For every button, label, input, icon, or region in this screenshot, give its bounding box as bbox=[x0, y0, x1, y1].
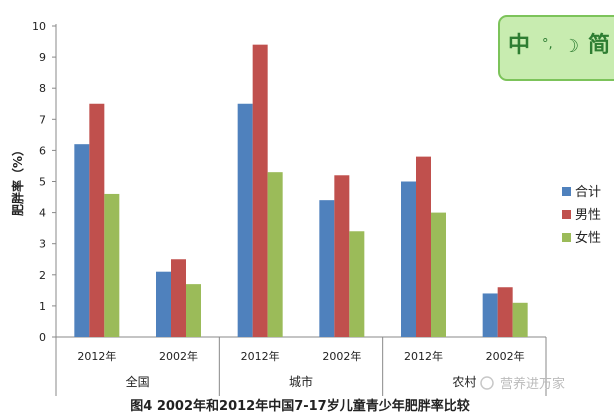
ime-toolbar-bg bbox=[498, 15, 614, 81]
bar-女性-1 bbox=[186, 284, 201, 337]
bar-女性-2 bbox=[267, 172, 283, 337]
y-tick-label: 1 bbox=[39, 300, 46, 313]
category-label: 2012年 bbox=[404, 349, 443, 363]
bar-男性-3 bbox=[334, 175, 350, 337]
category-label: 2012年 bbox=[77, 349, 116, 363]
y-tick-label: 10 bbox=[32, 20, 46, 33]
bar-合计-5 bbox=[482, 293, 498, 337]
bar-合计-1 bbox=[156, 271, 171, 337]
category-axis-dividers bbox=[55, 337, 547, 396]
watermark-icon bbox=[480, 376, 494, 390]
bar-合计-2 bbox=[237, 103, 253, 337]
y-tick-label: 2 bbox=[39, 269, 46, 282]
bar-男性-5 bbox=[497, 287, 513, 337]
legend-swatch bbox=[562, 233, 571, 242]
watermark-text: 营养进万家 bbox=[500, 376, 565, 392]
legend-swatch bbox=[562, 187, 571, 196]
group-labels: 全国 城市 农村 bbox=[126, 374, 477, 389]
category-label: 2012年 bbox=[241, 349, 280, 363]
y-tick-label: 8 bbox=[39, 82, 46, 95]
bar-合计-4 bbox=[401, 181, 416, 337]
y-tick-label: 9 bbox=[39, 51, 46, 64]
bar-合计-3 bbox=[319, 200, 335, 337]
y-tick-label: 4 bbox=[39, 207, 46, 220]
watermark: 营养进万家 bbox=[480, 376, 565, 392]
y-axis-label: 肥胖率（%） bbox=[10, 144, 25, 216]
group-label: 城市 bbox=[289, 374, 313, 389]
y-tick-labels: 0 1 2 3 4 5 6 7 8 9 10 bbox=[32, 20, 56, 344]
category-label: 2002年 bbox=[322, 349, 361, 363]
bar-男性-4 bbox=[416, 156, 431, 337]
y-tick-label: 3 bbox=[39, 238, 46, 251]
bar-男性-2 bbox=[252, 44, 268, 337]
chart-caption: 图4 2002年和2012年中国7-17岁儿童青少年肥胖率比较 bbox=[130, 398, 469, 414]
bar-女性-3 bbox=[349, 231, 365, 337]
bar-男性-0 bbox=[89, 103, 105, 337]
bar-女性-4 bbox=[431, 212, 446, 337]
legend-label: 男性 bbox=[575, 208, 601, 223]
legend-label: 合计 bbox=[575, 185, 601, 200]
bar-合计-0 bbox=[74, 144, 90, 337]
y-tick-label: 0 bbox=[39, 331, 46, 344]
ime-mode-label[interactable]: 中 bbox=[508, 33, 530, 58]
ime-toolbar[interactable]: 中 °, ☽ 简 bbox=[498, 15, 614, 81]
category-label: 2002年 bbox=[486, 349, 525, 363]
ime-moon-icon[interactable]: ☽ bbox=[563, 36, 579, 57]
y-tick-label: 6 bbox=[39, 144, 46, 157]
group-label: 农村 bbox=[452, 375, 476, 389]
legend-swatch bbox=[562, 210, 571, 219]
bar-女性-0 bbox=[104, 193, 120, 337]
category-labels: 2012年 2002年 2012年 2002年 2012年 2002年 bbox=[77, 349, 524, 363]
y-tick-label: 5 bbox=[39, 176, 46, 189]
group-label: 全国 bbox=[126, 374, 150, 389]
ime-variant-label[interactable]: 简 bbox=[588, 32, 610, 58]
bars bbox=[74, 44, 528, 337]
y-tick-label: 7 bbox=[39, 113, 46, 126]
legend-label: 女性 bbox=[575, 230, 601, 246]
bar-男性-1 bbox=[171, 259, 186, 337]
ime-punct-icon[interactable]: °, bbox=[542, 37, 553, 52]
category-label: 2002年 bbox=[159, 349, 198, 363]
bar-女性-5 bbox=[512, 302, 528, 337]
